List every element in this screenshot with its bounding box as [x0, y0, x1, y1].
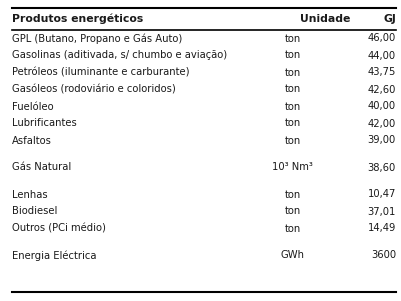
Text: 10,47: 10,47: [367, 190, 395, 200]
Text: GPL (Butano, Propano e Gás Auto): GPL (Butano, Propano e Gás Auto): [12, 33, 182, 44]
Text: ton: ton: [284, 224, 300, 234]
Text: 43,75: 43,75: [367, 67, 395, 77]
Text: 3600: 3600: [370, 250, 395, 260]
Text: Produtos energéticos: Produtos energéticos: [12, 14, 143, 24]
Text: ton: ton: [284, 119, 300, 129]
Text: 14,49: 14,49: [367, 224, 395, 234]
Text: 42,60: 42,60: [367, 85, 395, 95]
Text: Unidade: Unidade: [300, 14, 350, 24]
Text: ton: ton: [284, 190, 300, 200]
Text: 38,60: 38,60: [367, 163, 395, 172]
Text: Outros (PCi médio): Outros (PCi médio): [12, 224, 106, 234]
Text: Fuelóleo: Fuelóleo: [12, 101, 54, 111]
Text: ton: ton: [284, 85, 300, 95]
Text: Gasolinas (aditivada, s/ chumbo e aviação): Gasolinas (aditivada, s/ chumbo e aviaçã…: [12, 51, 227, 61]
Text: GWh: GWh: [280, 250, 304, 260]
Text: Biodiesel: Biodiesel: [12, 206, 57, 216]
Text: 39,00: 39,00: [367, 135, 395, 145]
Text: 42,00: 42,00: [367, 119, 395, 129]
Text: ton: ton: [284, 206, 300, 216]
Text: Asfaltos: Asfaltos: [12, 135, 52, 145]
Text: 40,00: 40,00: [367, 101, 395, 111]
Text: Gás Natural: Gás Natural: [12, 163, 71, 172]
Text: ton: ton: [284, 135, 300, 145]
Text: Lubrificantes: Lubrificantes: [12, 119, 77, 129]
Text: Petróleos (iluminante e carburante): Petróleos (iluminante e carburante): [12, 67, 189, 77]
Text: ton: ton: [284, 101, 300, 111]
Text: ton: ton: [284, 51, 300, 61]
Text: 44,00: 44,00: [367, 51, 395, 61]
Text: 37,01: 37,01: [367, 206, 395, 216]
Text: Energia Eléctrica: Energia Eléctrica: [12, 250, 96, 261]
Text: 46,00: 46,00: [367, 33, 395, 44]
Text: ton: ton: [284, 33, 300, 44]
Text: ton: ton: [284, 67, 300, 77]
Text: Lenhas: Lenhas: [12, 190, 48, 200]
Text: Gasóleos (rodoviário e coloridos): Gasóleos (rodoviário e coloridos): [12, 85, 175, 95]
Text: 10³ Nm³: 10³ Nm³: [271, 163, 312, 172]
Text: GJ: GJ: [382, 14, 395, 24]
